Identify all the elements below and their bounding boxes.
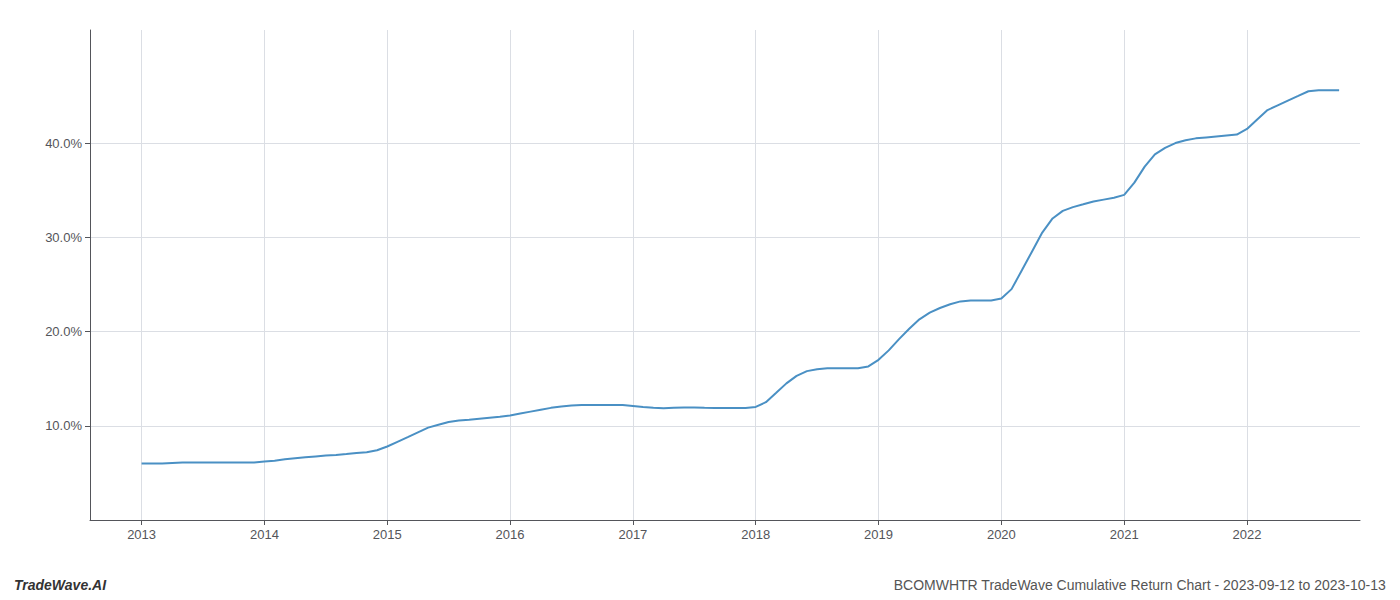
- svg-text:2021: 2021: [1110, 527, 1139, 542]
- svg-text:BCOMWHTR TradeWave Cumulative: BCOMWHTR TradeWave Cumulative Return Cha…: [894, 577, 1386, 593]
- svg-text:2014: 2014: [250, 527, 279, 542]
- svg-text:2018: 2018: [741, 527, 770, 542]
- svg-text:2013: 2013: [127, 527, 156, 542]
- svg-text:40.0%: 40.0%: [45, 136, 82, 151]
- svg-text:TradeWave.AI: TradeWave.AI: [14, 577, 107, 593]
- svg-text:10.0%: 10.0%: [45, 418, 82, 433]
- svg-text:2022: 2022: [1233, 527, 1262, 542]
- svg-text:2016: 2016: [496, 527, 525, 542]
- svg-text:2020: 2020: [987, 527, 1016, 542]
- svg-text:30.0%: 30.0%: [45, 230, 82, 245]
- svg-text:2015: 2015: [373, 527, 402, 542]
- svg-text:2019: 2019: [864, 527, 893, 542]
- svg-text:20.0%: 20.0%: [45, 324, 82, 339]
- svg-text:2017: 2017: [618, 527, 647, 542]
